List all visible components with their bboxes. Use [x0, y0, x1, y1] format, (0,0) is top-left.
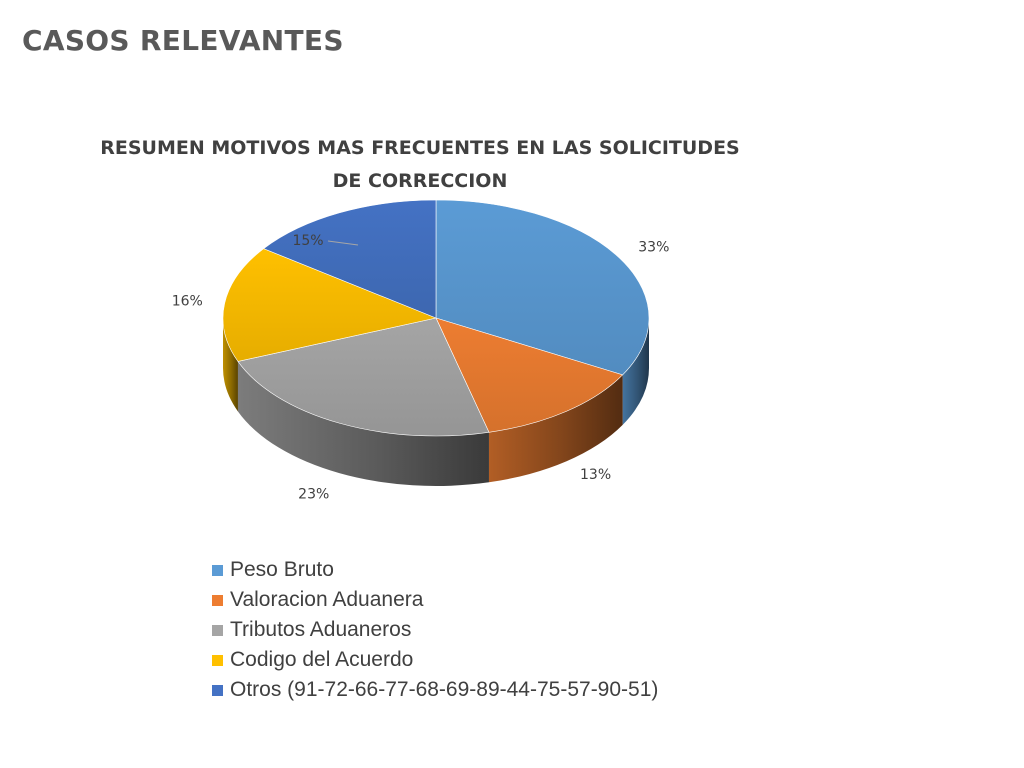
legend-item-codigo-del-acuerdo: Codigo del Acuerdo [212, 645, 658, 675]
legend-swatch [212, 624, 223, 636]
legend-label: Otros (91-72-66-77-68-69-89-44-75-57-90-… [230, 678, 659, 701]
pie-label-tributos-aduaneros: 23% [298, 486, 329, 502]
legend-swatch [212, 684, 223, 696]
pie-slice-tributos-aduaneros [237, 317, 490, 437]
legend-item-tributos-aduaneros: Tributos Aduaneros [212, 615, 658, 645]
pie-slice-codigo-del-acuerdo [222, 248, 438, 362]
pie-side-tributos-aduaneros [237, 361, 489, 486]
pie-side-peso-bruto [622, 318, 649, 425]
chart-title-line-1: RESUMEN MOTIVOS MAS FRECUENTES EN LAS SO… [100, 137, 740, 159]
pie-leader-line-otros [327, 240, 359, 246]
legend-label: Peso Bruto [230, 558, 334, 581]
legend: Peso Bruto Valoracion Aduanera Tributos … [212, 555, 658, 705]
legend-item-peso-bruto: Peso Bruto [212, 555, 658, 585]
pie-label-otros: 15% [292, 233, 323, 249]
pie-slice-peso-bruto [435, 199, 650, 376]
pie-label-valoracion-aduanera: 13% [580, 467, 611, 483]
legend-label: Valoracion Aduanera [230, 588, 424, 611]
legend-label: Tributos Aduaneros [230, 618, 412, 641]
pie-label-peso-bruto: 33% [638, 240, 669, 256]
pie-side-codigo-del-acuerdo [223, 318, 238, 412]
chart-title-line-2: DE CORRECCION [332, 170, 508, 192]
chart-title: RESUMEN MOTIVOS MAS FRECUENTES EN LAS SO… [80, 132, 760, 198]
legend-item-otros: Otros (91-72-66-77-68-69-89-44-75-57-90-… [212, 675, 658, 705]
slide-title: CASOS RELEVANTES [22, 24, 344, 57]
legend-swatch [212, 594, 223, 606]
pie-slice-valoracion-aduanera [435, 317, 624, 433]
legend-swatch [212, 654, 223, 666]
pie-layer: 33% 13% 23% 16% 15% [172, 199, 669, 502]
legend-item-valoracion-aduanera: Valoracion Aduanera [212, 585, 658, 615]
legend-swatch [212, 564, 223, 576]
pie-label-codigo-del-acuerdo: 16% [172, 293, 203, 309]
pie-side-valoracion-aduanera [488, 374, 623, 483]
pie-slice-otros [263, 199, 437, 319]
legend-label: Codigo del Acuerdo [230, 648, 414, 671]
